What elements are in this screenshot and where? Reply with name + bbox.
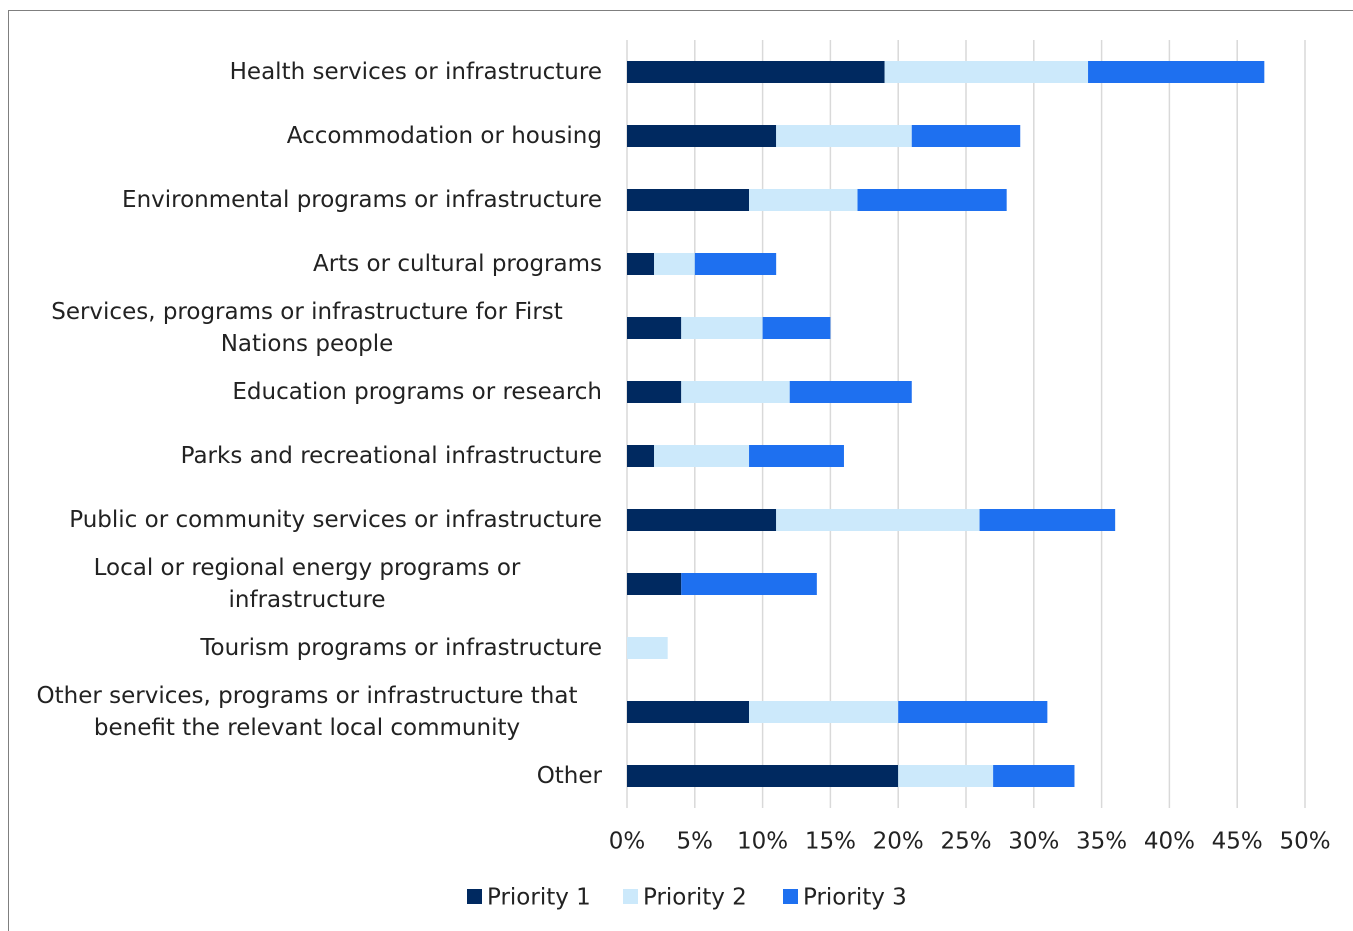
frame	[8, 10, 1353, 931]
legend-label: Priority 1	[487, 885, 591, 911]
bar-segment	[776, 509, 980, 531]
bar-segment	[627, 189, 750, 211]
x-tick-label: 35%	[1076, 829, 1127, 855]
bar-segment	[627, 573, 682, 595]
category-label: Education programs or research	[232, 360, 602, 424]
bar-segment	[627, 701, 750, 723]
category-text: Education programs or research	[232, 379, 602, 405]
bar-segment	[681, 381, 790, 403]
bar-segment	[627, 509, 777, 531]
category-label: Other	[537, 744, 602, 808]
x-tick-label: 50%	[1279, 829, 1330, 855]
category-text: Parks and recreational infrastructure	[180, 443, 602, 469]
bar-segment	[654, 445, 750, 467]
bar-segment	[762, 317, 831, 339]
category-text: Environmental programs or infrastructure	[122, 187, 602, 213]
x-tick-label: 40%	[1144, 829, 1195, 855]
category-label: Environmental programs or infrastructure	[122, 168, 602, 232]
bar-segment	[884, 61, 1089, 83]
bar-segment	[1088, 61, 1265, 83]
bar-segment	[627, 381, 682, 403]
legend-swatch	[467, 889, 482, 904]
x-tick-label: 30%	[1008, 829, 1059, 855]
category-label: Local or regional energy programs or inf…	[12, 552, 602, 616]
bar-segment	[654, 253, 695, 275]
category-label: Public or community services or infrastr…	[69, 488, 602, 552]
category-text: Health services or infrastructure	[229, 59, 602, 85]
bar-segment	[749, 701, 899, 723]
category-label: Health services or infrastructure	[230, 40, 602, 104]
category-text: Tourism programs or infrastructure	[200, 635, 602, 661]
bar-segment	[694, 253, 777, 275]
category-label: Accommodation or housing	[287, 104, 602, 168]
bar-segment	[627, 125, 777, 147]
bar-segment	[627, 445, 655, 467]
x-tick-label: 25%	[940, 829, 991, 855]
bar-segment	[979, 509, 1116, 531]
category-text: Other services, programs or infrastructu…	[36, 683, 578, 741]
legend-label: Priority 3	[803, 885, 907, 911]
category-text: Arts or cultural programs	[313, 251, 602, 277]
legend-swatch	[623, 889, 638, 904]
category-label: Arts or cultural programs	[313, 232, 602, 296]
bar-segment	[627, 637, 668, 659]
bar-segment	[749, 189, 858, 211]
bar-segment	[898, 701, 1048, 723]
x-tick-label: 15%	[805, 829, 856, 855]
x-tick-label: 45%	[1212, 829, 1263, 855]
x-tick-label: 20%	[873, 829, 924, 855]
bar-segment	[911, 125, 1021, 147]
bar-segment	[681, 573, 817, 595]
bar-segment	[627, 765, 899, 787]
bar-segment	[627, 253, 655, 275]
x-tick-label: 5%	[677, 829, 714, 855]
x-tick-label: 0%	[609, 829, 646, 855]
bar-segment	[681, 317, 763, 339]
bar-segment	[857, 189, 1007, 211]
bar-segment	[898, 765, 994, 787]
legend-swatch	[783, 889, 798, 904]
category-label: Other services, programs or infrastructu…	[12, 680, 602, 744]
category-text: Services, programs or infrastructure for…	[51, 299, 563, 357]
x-tick-label: 10%	[737, 829, 788, 855]
category-text: Public or community services or infrastr…	[69, 507, 602, 533]
bar-segment	[627, 317, 682, 339]
category-label: Tourism programs or infrastructure	[200, 616, 602, 680]
bar-segment	[789, 381, 912, 403]
category-text: Local or regional energy programs or inf…	[93, 555, 521, 613]
bar-segment	[776, 125, 912, 147]
category-label: Parks and recreational infrastructure	[181, 424, 602, 488]
category-text: Other	[536, 763, 602, 789]
bar-segment	[993, 765, 1075, 787]
legend-label: Priority 2	[643, 885, 747, 911]
bar-segment	[749, 445, 844, 467]
category-label: Services, programs or infrastructure for…	[12, 296, 602, 360]
category-text: Accommodation or housing	[286, 123, 602, 149]
bar-segment	[627, 61, 885, 83]
